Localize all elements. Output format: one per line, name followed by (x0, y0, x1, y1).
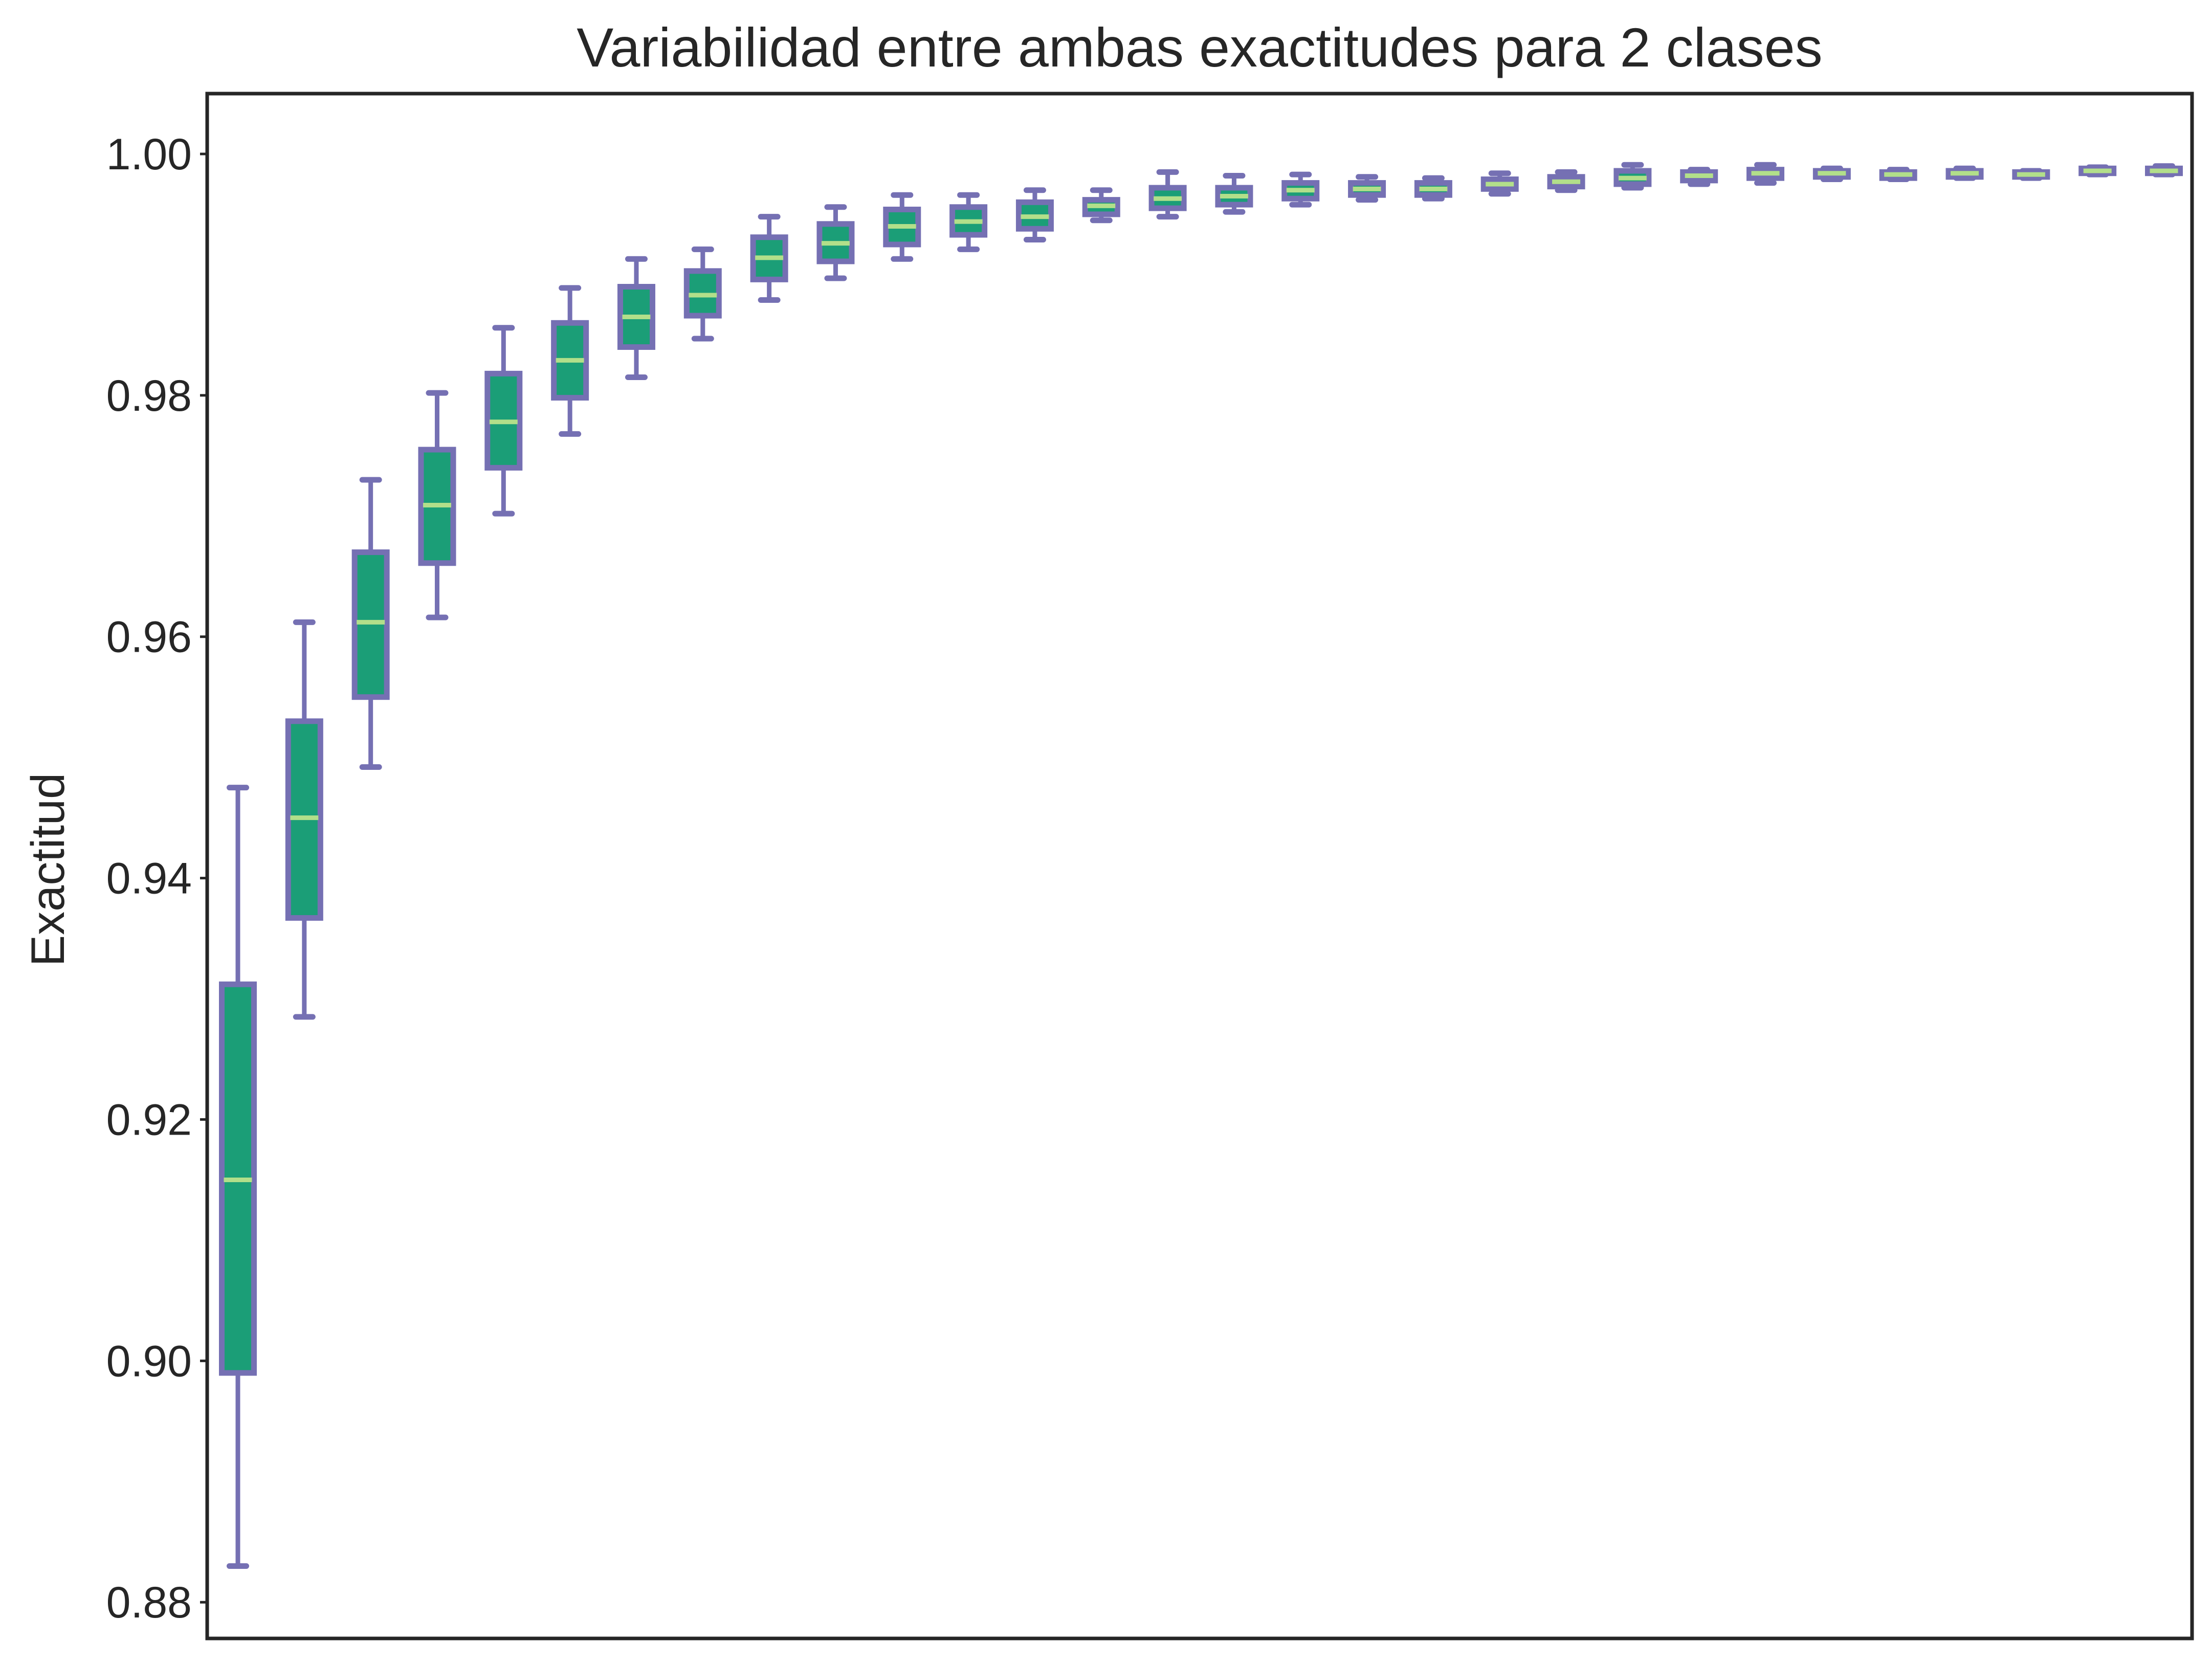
box-item (1215, 172, 1253, 215)
y-tick-label: 1.00 (106, 130, 192, 179)
box-item (949, 192, 988, 252)
box-iqr (351, 549, 390, 700)
box-item (1414, 175, 1452, 202)
box-iqr (1015, 199, 1054, 232)
box-item (2012, 168, 2050, 181)
box-item (1613, 162, 1652, 191)
box-item (883, 192, 921, 262)
box-item (1015, 187, 1054, 242)
box-item (683, 246, 722, 342)
box-item (1945, 165, 1984, 181)
box-series (219, 162, 2183, 1569)
box-item (1082, 187, 1120, 224)
box-item (1148, 169, 1187, 220)
box-item (551, 285, 589, 437)
box-item (1879, 167, 1917, 183)
box-item (484, 325, 523, 517)
box-item (1281, 171, 1320, 208)
box-item (418, 390, 456, 620)
y-tick-label: 0.90 (106, 1337, 192, 1386)
box-item (816, 204, 855, 281)
box-item (285, 619, 323, 1020)
box-item (1680, 167, 1718, 187)
box-item (351, 477, 390, 770)
y-axis-label: Exactitud (22, 773, 74, 966)
box-item (2145, 163, 2183, 178)
box-item (1480, 170, 1519, 197)
y-tick-label: 0.88 (106, 1578, 192, 1627)
box-item (750, 214, 788, 303)
box-item (1348, 174, 1386, 203)
y-tick-label: 0.98 (106, 371, 192, 420)
y-tick-label: 0.92 (106, 1095, 192, 1144)
box-item (617, 256, 655, 380)
y-axis-ticks: 0.88 0.90 0.92 0.94 0.96 0.98 1.00 (106, 130, 207, 1627)
y-tick-label: 0.94 (106, 854, 192, 903)
box-item (219, 785, 257, 1569)
box-item (1746, 162, 1785, 186)
box-item (2078, 164, 2117, 178)
chart-title: Variabilidad entre ambas exactitudes par… (577, 16, 1822, 78)
y-tick-label: 0.96 (106, 613, 192, 662)
box-item (1547, 169, 1585, 193)
plot-frame (205, 92, 2194, 1640)
box-item (1812, 165, 1851, 183)
